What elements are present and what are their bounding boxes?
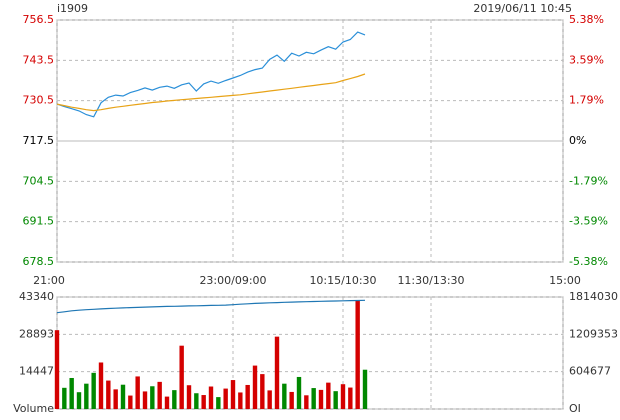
volume-bar [98, 362, 104, 409]
line [56, 73, 366, 112]
volume-bar [289, 391, 294, 409]
volume-bar [208, 386, 214, 409]
y2-tick-label: 604677 [569, 365, 611, 378]
volume-bar [230, 380, 236, 409]
volume-bar [223, 388, 228, 409]
symbol: i1909 [57, 2, 88, 15]
y2-tick-label: 5.38% [569, 13, 604, 26]
y-tick-label: 704.5 [23, 174, 55, 187]
y-tick-label: 743.5 [23, 53, 55, 66]
y-tick-label: 678.5 [23, 255, 55, 268]
x-tick-label: 10:15/10:30 [309, 274, 376, 287]
y2-tick-label: -1.79% [569, 174, 608, 187]
volume-bar [194, 393, 199, 409]
volume-bar [91, 372, 96, 409]
x-tick-label: 15:00 [549, 274, 581, 287]
volume-bar [201, 395, 206, 409]
volume-bar [267, 390, 272, 409]
x-tick-label: 23:00/09:00 [199, 274, 266, 287]
volume-bar [333, 391, 338, 409]
y2-tick-label: -3.59% [569, 215, 608, 228]
volume-bar [84, 383, 89, 409]
volume-bar [62, 387, 67, 409]
volume-bar [362, 369, 368, 409]
datetime: 2019/06/11 10:45 [473, 2, 572, 15]
volume-bar [318, 389, 324, 409]
y-tick-label: 14447 [19, 365, 54, 378]
y-tick-label: 43340 [19, 290, 54, 303]
y-tick-label: 28893 [19, 327, 54, 340]
volume-bar [135, 376, 140, 409]
volume-bar [326, 382, 331, 409]
volume-bar [164, 396, 170, 409]
y-tick-label: 691.5 [23, 215, 55, 228]
volume-bar [245, 384, 250, 409]
y-tick-label: Volume [13, 402, 54, 415]
volume-bar [355, 300, 360, 409]
volume-bar [348, 387, 353, 409]
volume-bar [186, 385, 192, 409]
volume-bar [311, 388, 316, 409]
volume-bar [252, 365, 258, 409]
volume-bar [150, 386, 155, 409]
volume-bar [238, 392, 243, 409]
y2-tick-label: -5.38% [569, 255, 608, 268]
volume-bar [157, 381, 162, 409]
volume-bar [304, 395, 309, 409]
volume-bar [69, 377, 74, 409]
y-tick-label: 717.5 [23, 134, 55, 147]
volume-bar [106, 380, 111, 409]
y2-tick-label: 0% [569, 134, 586, 147]
volume-bar [142, 391, 148, 409]
volume-bar [296, 376, 302, 409]
panel-frame [56, 296, 564, 410]
volume-bar [179, 345, 184, 409]
y2-tick-label: 3.59% [569, 53, 604, 66]
volume-bar [260, 374, 265, 409]
volume-bar [340, 384, 346, 409]
line [56, 31, 366, 118]
volume-bar [54, 330, 60, 409]
line [56, 299, 366, 314]
volume-bar [282, 383, 287, 409]
x-tick-label: 11:30/13:30 [397, 274, 464, 287]
volume-bar [216, 397, 221, 409]
y-tick-label: 730.5 [23, 94, 55, 107]
y2-tick-label: 1814030 [569, 290, 618, 303]
volume-bar [76, 392, 82, 409]
y2-tick-label: 1.79% [569, 94, 604, 107]
volume-bar [113, 389, 118, 409]
volume-bar [120, 384, 126, 409]
y2-tick-label: OI [569, 402, 581, 415]
volume-bar [128, 395, 133, 409]
y-tick-label: 756.5 [23, 13, 55, 26]
volume-bar [274, 336, 280, 409]
x-tick-label: 21:00 [33, 274, 65, 287]
y2-tick-label: 1209353 [569, 327, 618, 340]
volume-bar [172, 390, 177, 409]
